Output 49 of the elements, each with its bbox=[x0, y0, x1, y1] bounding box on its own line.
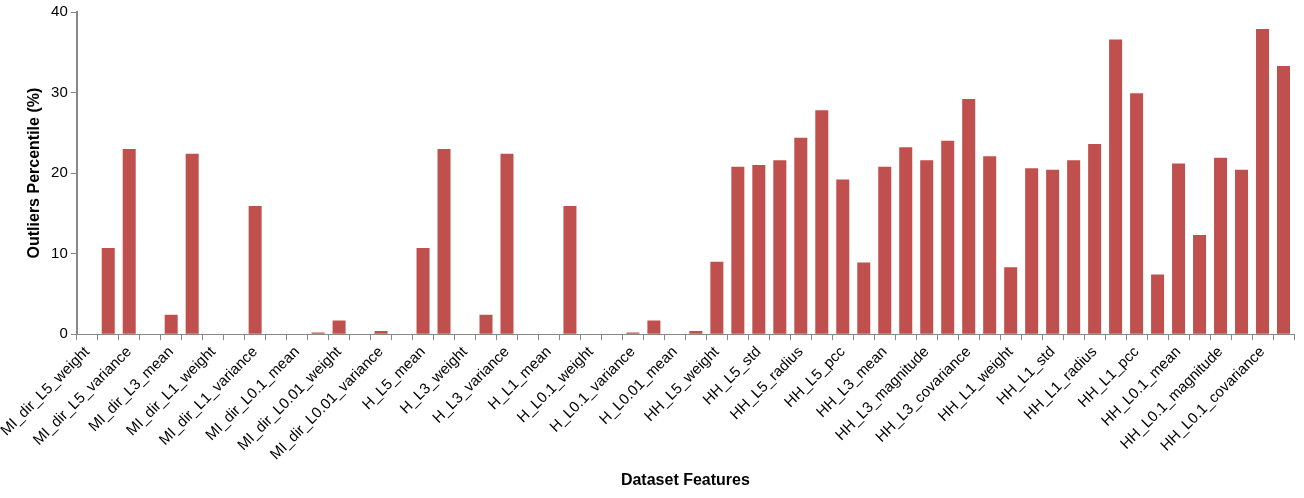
bar bbox=[416, 247, 430, 334]
bar bbox=[479, 314, 493, 334]
bar bbox=[941, 140, 955, 334]
bar bbox=[1193, 235, 1207, 334]
bar bbox=[689, 330, 703, 334]
x-axis-title: Dataset Features bbox=[620, 470, 750, 488]
y-axis-title: Outliers Percentile (%) bbox=[24, 87, 42, 259]
bar bbox=[1130, 93, 1144, 334]
bar bbox=[1151, 274, 1165, 334]
bar bbox=[374, 330, 388, 334]
bar bbox=[1025, 168, 1039, 334]
bar bbox=[920, 160, 934, 334]
y-tick-label: 20 bbox=[51, 163, 68, 181]
bar bbox=[794, 137, 808, 334]
bar bbox=[500, 153, 514, 334]
bar bbox=[1256, 28, 1270, 334]
bar bbox=[1067, 160, 1081, 334]
bar bbox=[815, 110, 829, 334]
bar bbox=[1172, 163, 1186, 334]
bar bbox=[752, 165, 766, 334]
bar bbox=[122, 148, 136, 334]
bar bbox=[899, 147, 913, 334]
bar bbox=[647, 320, 661, 334]
bar bbox=[164, 314, 178, 334]
bar bbox=[437, 148, 451, 334]
y-tick-label: 40 bbox=[51, 2, 68, 20]
bar bbox=[101, 247, 115, 334]
bar bbox=[710, 261, 724, 334]
y-tick-label: 10 bbox=[51, 243, 68, 261]
bar bbox=[836, 179, 850, 334]
y-tick-label: 30 bbox=[51, 82, 68, 100]
bar bbox=[1088, 144, 1102, 334]
bar bbox=[185, 153, 199, 334]
bar bbox=[857, 262, 871, 334]
bar bbox=[1109, 39, 1123, 334]
bar bbox=[248, 206, 262, 334]
bar bbox=[773, 160, 787, 334]
y-tick-label: 0 bbox=[59, 324, 68, 342]
bar bbox=[983, 156, 997, 334]
bar bbox=[962, 98, 976, 334]
bar bbox=[731, 166, 745, 334]
bar bbox=[878, 166, 892, 334]
bar bbox=[1277, 65, 1291, 334]
bar bbox=[1235, 169, 1249, 334]
bar bbox=[1214, 157, 1228, 334]
bar bbox=[1046, 169, 1060, 334]
bar bbox=[1004, 267, 1018, 334]
bar bbox=[332, 320, 346, 334]
bar bbox=[563, 206, 577, 334]
